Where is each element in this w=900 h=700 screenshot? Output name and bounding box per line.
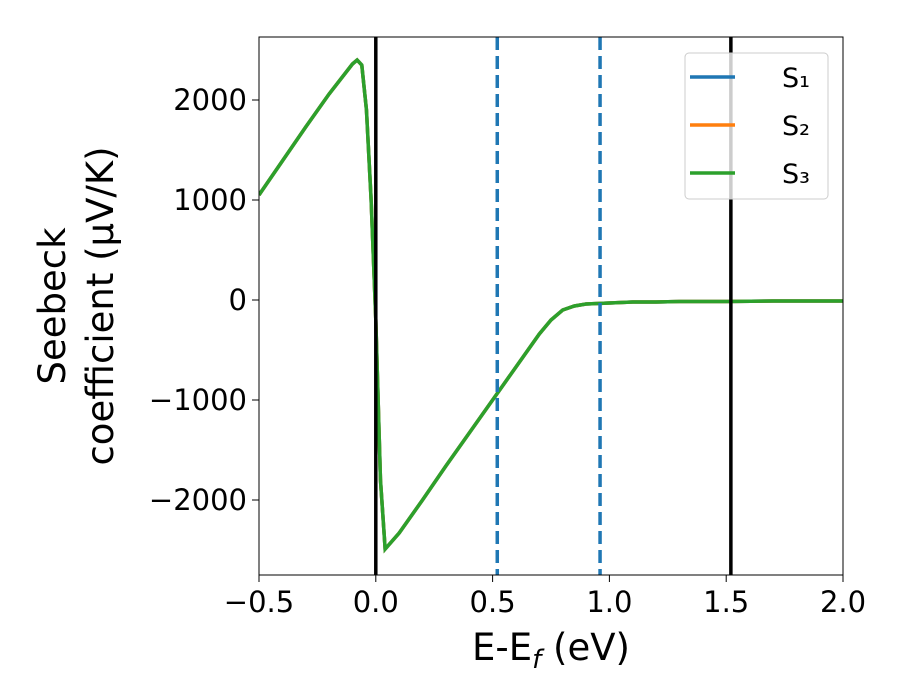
x-tick-label: 2.0 <box>820 585 866 619</box>
legend-box <box>684 52 829 200</box>
legend-label: S₂ <box>782 111 810 142</box>
plot-frame <box>258 36 844 576</box>
x-tick-label: 0.0 <box>353 585 399 619</box>
x-tick-label: −0.5 <box>224 585 294 619</box>
x-tick-label: 1.5 <box>703 585 749 619</box>
x-tick-label: 1.0 <box>586 585 632 619</box>
plot <box>259 37 843 575</box>
y-axis-label: Seebeck <box>31 227 74 385</box>
y-axis-label: coefficient (μV/K) <box>79 146 122 465</box>
y-tick-label: 0 <box>229 283 247 317</box>
x-tick-label: 0.5 <box>470 585 516 619</box>
x-axis-label: E-Ef (eV) <box>472 626 630 675</box>
y-tick-label: 1000 <box>173 183 247 217</box>
y-tick-label: −1000 <box>149 383 247 417</box>
y-tick-label: 2000 <box>173 83 247 117</box>
legend-label: S₃ <box>782 159 810 190</box>
y-tick-label: −2000 <box>149 483 247 517</box>
series-line <box>259 57 843 554</box>
legend-label: S₁ <box>782 63 810 94</box>
